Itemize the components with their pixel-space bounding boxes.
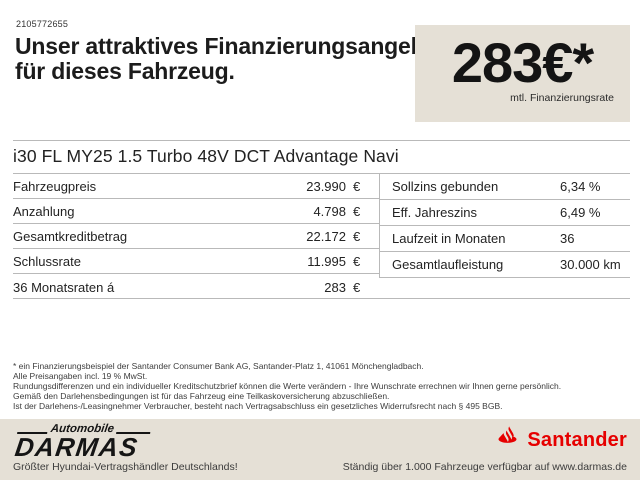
finance-table-right-column: Sollzins gebunden 6,34 % Eff. Jahreszins…: [379, 174, 630, 278]
footer: Automobile DARMAS Größter Hyundai-Vertra…: [0, 419, 640, 480]
table-row: 36 Monatsraten á 283 €: [13, 278, 630, 299]
fine-print-line: Rundungsdifferenzen und ein individuelle…: [13, 381, 562, 391]
row-unit: €: [353, 179, 361, 194]
table-row: Anzahlung 4.798 €: [13, 199, 379, 224]
fine-print-line: Alle Preisangaben incl. 19 % MwSt.: [13, 371, 148, 381]
row-value: 6,49 %: [560, 205, 601, 220]
monthly-rate-panel: 283€* mtl. Finanzierungsrate: [415, 25, 630, 122]
dealer-claim: Größter Hyundai-Vertragshändler Deutschl…: [13, 461, 238, 473]
finance-table-left-column: Fahrzeugpreis 23.990 € Anzahlung 4.798 €…: [13, 174, 379, 278]
row-label: 36 Monatsraten á: [13, 280, 115, 295]
row-label: Laufzeit in Monaten: [392, 231, 506, 246]
row-label: Gesamtlaufleistung: [392, 257, 504, 272]
row-label: Eff. Jahreszins: [392, 205, 478, 220]
row-value: 283: [324, 280, 346, 295]
row-unit: €: [353, 229, 361, 244]
row-value: 4.798: [313, 204, 346, 219]
bank-logo: Santander: [495, 426, 627, 455]
headline-line2: für dieses Fahrzeug.: [15, 58, 235, 84]
dealer-logo: Automobile DARMAS: [13, 423, 152, 462]
row-value: 30.000 km: [560, 257, 621, 272]
headline: Unser attraktives Finanzierungsangebot f…: [15, 34, 446, 84]
row-label: Sollzins gebunden: [392, 179, 499, 194]
bank-wordmark: Santander: [527, 429, 627, 451]
row-value: 23.990: [306, 179, 346, 194]
row-unit: €: [353, 254, 361, 269]
headline-line1: Unser attraktives Finanzierungsangebot: [15, 33, 446, 59]
monthly-rate-caption: mtl. Finanzierungsrate: [510, 92, 614, 104]
row-label: Anzahlung: [13, 204, 75, 219]
row-unit: €: [353, 204, 361, 219]
offer-id: 2105772655: [16, 19, 69, 29]
row-unit: €: [353, 280, 361, 295]
fine-print-line: Ist der Darlehens-/Leasingnehmer Verbrau…: [13, 401, 503, 411]
dealer-logo-wordmark: DARMAS: [13, 432, 141, 462]
table-row: Gesamtkreditbetrag 22.172 €: [13, 224, 379, 249]
fine-print-line: Gemäß den Darlehensbedingungen ist für d…: [13, 391, 390, 401]
row-label: Schlussrate: [13, 254, 81, 269]
santander-flame-icon: [495, 426, 522, 455]
table-row: Fahrzeugpreis 23.990 €: [13, 174, 379, 199]
finance-table: i30 FL MY25 1.5 Turbo 48V DCT Advantage …: [13, 140, 630, 299]
monthly-rate-amount: 283€*: [451, 31, 594, 94]
table-row: Gesamtlaufleistung 30.000 km: [380, 252, 630, 278]
table-row: Sollzins gebunden 6,34 %: [380, 174, 630, 200]
row-value: 6,34 %: [560, 179, 601, 194]
row-label: Gesamtkreditbetrag: [13, 229, 128, 244]
row-value: 22.172: [306, 229, 346, 244]
row-value: 11.995: [307, 254, 346, 269]
row-value: 36: [560, 231, 575, 246]
row-label: Fahrzeugpreis: [13, 179, 97, 194]
vehicle-title: i30 FL MY25 1.5 Turbo 48V DCT Advantage …: [13, 140, 630, 174]
table-row: Laufzeit in Monaten 36: [380, 226, 630, 252]
fine-print: * ein Finanzierungsbeispiel der Santande…: [13, 361, 623, 411]
fine-print-line: * ein Finanzierungsbeispiel der Santande…: [13, 361, 424, 371]
table-row: Eff. Jahreszins 6,49 %: [380, 200, 630, 226]
table-row-inner: 36 Monatsraten á 283 €: [13, 278, 379, 298]
availability-text: Ständig über 1.000 Fahrzeuge verfügbar a…: [342, 461, 627, 473]
table-row: Schlussrate 11.995 €: [13, 249, 379, 274]
